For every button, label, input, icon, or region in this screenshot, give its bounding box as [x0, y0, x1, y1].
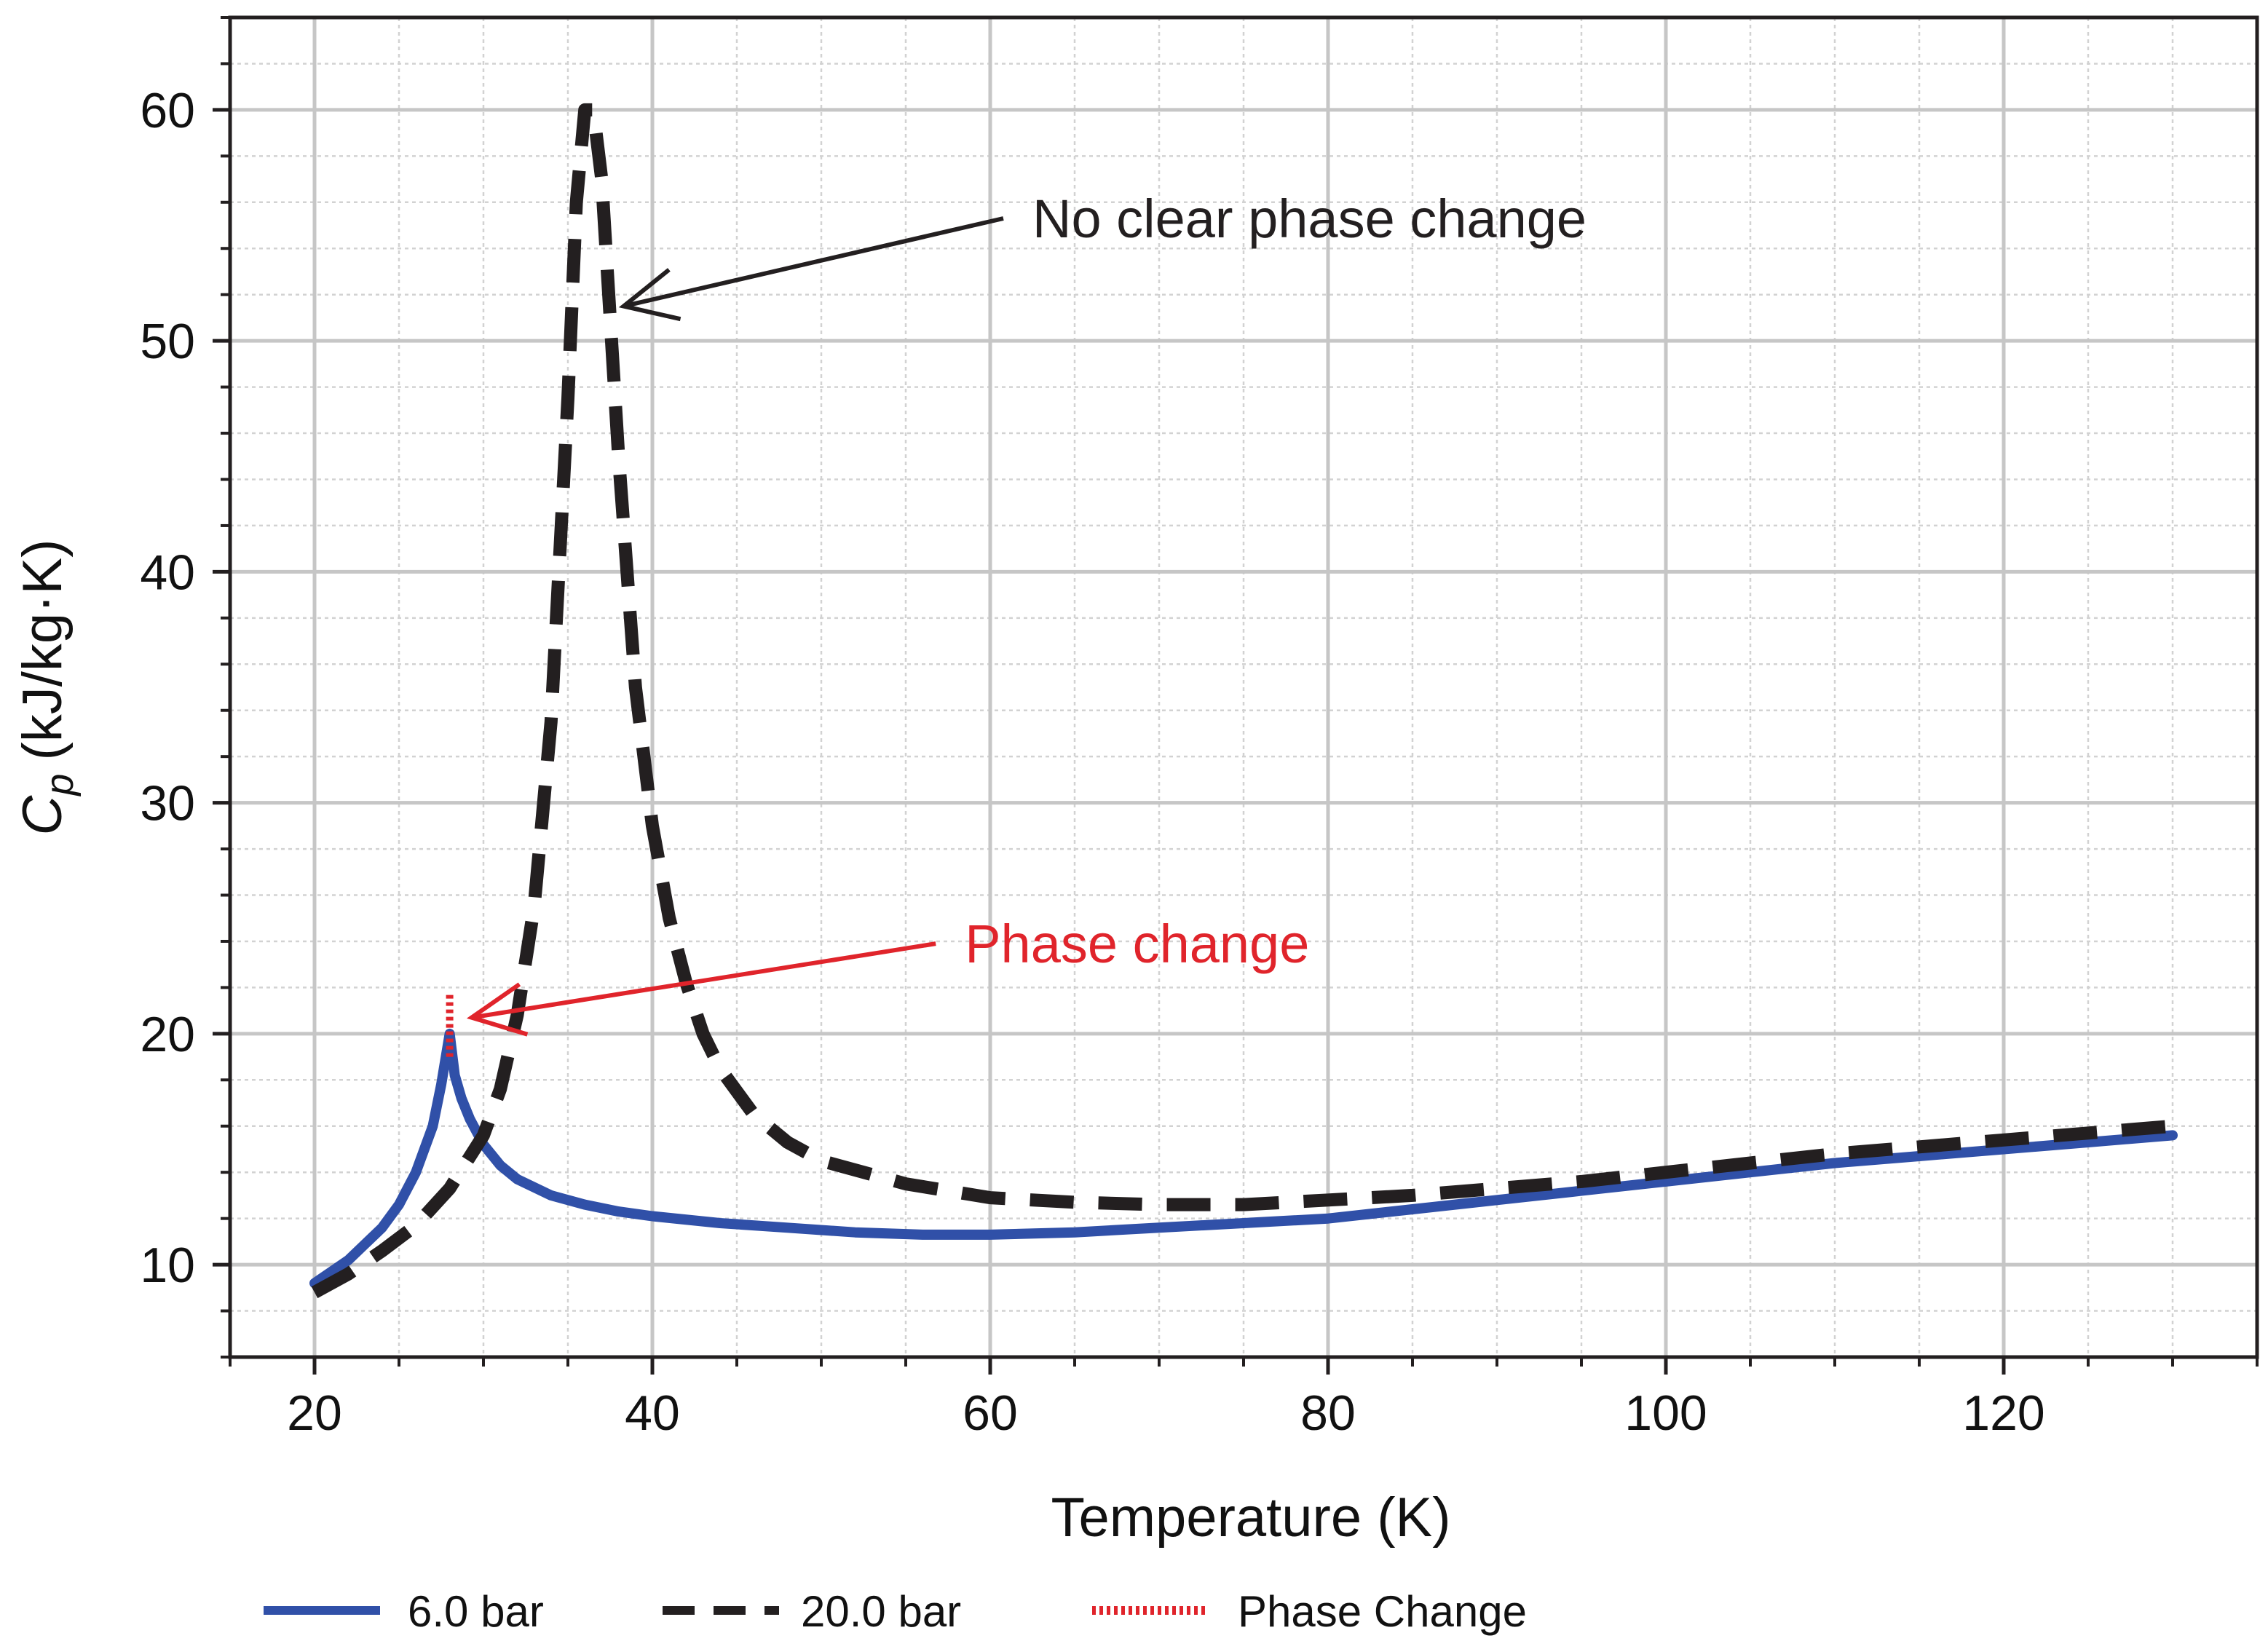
- annotation-arrow-head: [466, 982, 529, 1037]
- y-axis-subscript: p: [38, 774, 82, 797]
- annotation-arrow-head: [618, 268, 681, 322]
- x-tick-label: 100: [1624, 1385, 1707, 1441]
- x-tick-label: 40: [625, 1385, 680, 1441]
- y-axis-units: (kJ/kg·K): [12, 539, 74, 761]
- y-axis-label: Cp (kJ/kg·K): [12, 539, 82, 836]
- legend-label: Phase Change: [1238, 1587, 1527, 1636]
- series-line-6-0-bar: [309, 1028, 2178, 1289]
- legend: 6.0 bar 20.0 bar Phase Change: [264, 1587, 1527, 1636]
- x-tick-label: 80: [1300, 1385, 1356, 1441]
- series-layer: [309, 103, 2178, 1299]
- x-tick-label: 60: [963, 1385, 1018, 1441]
- x-tick-label: 120: [1962, 1385, 2044, 1441]
- y-axis-symbol: C: [12, 794, 74, 835]
- y-tick-label: 30: [140, 776, 195, 831]
- annotation-text: No clear phase change: [1032, 189, 1587, 249]
- y-tick-label: 20: [140, 1007, 195, 1062]
- annotation-arrow-shaft: [471, 941, 936, 1020]
- annotation-text: Phase change: [965, 914, 1309, 974]
- tick-labels: 20 40 60 80 100 120 10 20 30 40 50 60: [140, 83, 2044, 1441]
- x-tick-label: 20: [287, 1385, 342, 1441]
- y-tick-label: 60: [140, 83, 195, 138]
- legend-label: 20.0 bar: [801, 1587, 961, 1636]
- y-tick-label: 40: [140, 545, 195, 600]
- y-tick-label: 10: [140, 1238, 195, 1293]
- annotation-arrow-shaft: [623, 216, 1004, 309]
- series-line-20-0-bar: [311, 103, 2173, 1299]
- x-axis-label: Temperature (K): [1051, 1487, 1450, 1549]
- legend-label: 6.0 bar: [408, 1587, 544, 1636]
- major-grid: [230, 17, 2257, 1357]
- y-tick-label: 50: [140, 314, 195, 369]
- annotation-layer: No clear phase change Phase change: [466, 189, 1587, 1037]
- axis-ticks: [213, 16, 2259, 1375]
